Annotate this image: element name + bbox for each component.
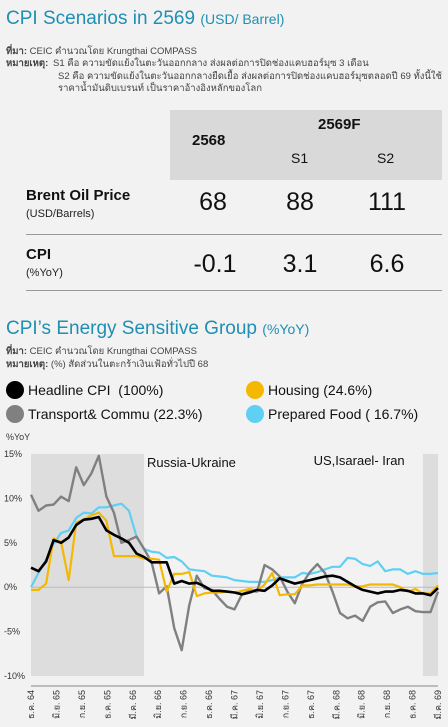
y-tick-label: -10% — [4, 671, 25, 681]
cell-cpi-s1: 3.1 — [282, 250, 318, 278]
chart-note-label: หมายเหตุ: — [6, 359, 49, 370]
legend-housing-name: Housing — [268, 382, 320, 398]
legend-transport-weight: (22.3%) — [153, 406, 203, 422]
note-label: หมายเหตุ: — [6, 58, 49, 69]
x-tick-label: มิ.ย. 66 — [153, 690, 163, 719]
source-text: CEIC คำนวณโดย Krungthai COMPASS — [29, 46, 197, 57]
shaded-period-0 — [31, 454, 145, 676]
legend-transport-name: Transport& Commu — [28, 406, 150, 422]
source-line: ที่มา: CEIC คำนวณโดย Krungthai COMPASS — [6, 44, 197, 59]
title-text: CPI Scenarios in 2569 — [6, 8, 196, 29]
legend-swatch-housing — [246, 381, 264, 399]
legend-food-weight: ( 16.7%) — [365, 406, 419, 422]
page-title: CPI Scenarios in 2569 (USD/ Barrel) — [6, 8, 284, 30]
x-tick-label: มิ.ย. 68 — [357, 690, 367, 719]
cell-brent-s1: 88 — [286, 188, 314, 216]
col-header-2569f: 2569F — [318, 116, 361, 133]
x-tick-label: ธ.ค. 64 — [26, 690, 36, 719]
chart-title-unit: (%YoY) — [262, 321, 310, 337]
x-tick-label: มี.ค. 68 — [331, 690, 341, 719]
col-header-s1: S1 — [291, 150, 309, 166]
chart-source-line: ที่มา: CEIC คำนวณโดย Krungthai COMPASS — [6, 344, 197, 359]
table-header-bg — [170, 110, 442, 180]
table-bottom-line — [26, 290, 442, 291]
series-line-headline-cpi — [30, 515, 439, 597]
x-tick-label: มิ.ย. 67 — [255, 690, 265, 719]
x-tick-label: มี.ค. 69 — [433, 690, 443, 719]
row-sub-cpi: (%YoY) — [26, 267, 63, 279]
line-chart: 15% 10% 5% 0% -5% -10% Russia-Ukraine US,Isarae… — [4, 449, 443, 719]
annotation-us-iran: US,Isarael- Iran — [314, 453, 405, 468]
y-tick-label: 10% — [4, 493, 22, 503]
legend-swatch-headline — [6, 381, 24, 399]
x-tick-label: ธ.ค. 68 — [408, 690, 418, 719]
legend-food-name: Prepared Food — [268, 406, 362, 422]
y-tick-label: 5% — [4, 538, 17, 548]
x-tick-label: มิ.ย. 65 — [51, 690, 61, 719]
x-tick-label: ธ.ค. 66 — [204, 690, 214, 719]
col-header-s2: S2 — [377, 150, 395, 166]
annotation-russia-ukraine: Russia-Ukraine — [147, 455, 236, 470]
chart-source-label: ที่มา: — [6, 346, 28, 357]
x-tick-label: ธ.ค. 65 — [102, 690, 112, 719]
chart-note-text: (%) สัดส่วนในตะกร้าเงินเฟ้อทั่วไปปี 68 — [50, 359, 209, 370]
x-tick-label: มี.ค. 67 — [230, 690, 240, 719]
col-header-2568: 2568 — [192, 132, 226, 149]
cell-brent-2568: 68 — [199, 188, 227, 216]
x-tick-label: มี.ค. 66 — [128, 690, 138, 719]
row-label-brent: Brent Oil Price — [26, 187, 131, 204]
note-line-1: S1 คือ ความขัดแย้งในตะวันออกกลาง ส่งผลต่… — [53, 58, 369, 69]
chart-source-text: CEIC คำนวณโดย Krungthai COMPASS — [29, 346, 197, 357]
legend-headline-weight: (100%) — [118, 382, 164, 398]
series-line-transport-commu — [29, 454, 440, 652]
legend-swatch-food — [246, 405, 264, 423]
row-label-cpi: CPI — [26, 246, 52, 263]
source-label: ที่มา: — [6, 46, 28, 57]
series-line-prepared-food — [30, 502, 439, 588]
cell-brent-s2: 111 — [367, 188, 407, 216]
x-tick-label: ก.ย. 65 — [77, 690, 87, 718]
x-tick-label: ก.ย. 66 — [179, 690, 189, 718]
note-block: หมายเหตุ: S1 คือ ความขัดแย้งในตะวันออกกล… — [6, 58, 442, 96]
table-divider — [26, 234, 442, 235]
y-tick-label: -5% — [4, 627, 20, 637]
y-axis-unit: %YoY — [6, 432, 31, 442]
x-tick-label: ก.ย. 68 — [382, 690, 392, 718]
title-unit: (USD/ Barrel) — [200, 11, 285, 27]
y-tick-label: 0% — [4, 582, 17, 592]
chart-title-text: CPI’s Energy Sensitive Group — [6, 318, 257, 339]
shaded-period-1 — [422, 454, 438, 676]
x-tick-label: ก.ย. 67 — [280, 690, 290, 718]
legend-headline-name: Headline CPI — [28, 382, 111, 398]
legend-swatch-transport — [6, 405, 24, 423]
cell-cpi-s2: 6.6 — [369, 250, 405, 278]
x-tick-label: ธ.ค. 67 — [306, 690, 316, 719]
legend-headline: Headline CPI (100%) — [28, 382, 163, 398]
note-line-2: S2 คือ ความขัดแย้งในตะวันออกกลางยืดเยื้อ… — [58, 70, 443, 95]
y-tick-label: 15% — [4, 449, 22, 459]
cell-cpi-2568: -0.1 — [193, 250, 237, 278]
row-sub-brent: (USD/Barrels) — [26, 208, 95, 220]
chart-title: CPI’s Energy Sensitive Group (%YoY) — [6, 318, 309, 340]
legend-housing: Housing (24.6%) — [268, 382, 372, 398]
legend-transport: Transport& Commu (22.3%) — [28, 406, 203, 422]
legend-housing-weight: (24.6%) — [323, 382, 373, 398]
legend-food: Prepared Food ( 16.7%) — [268, 406, 418, 422]
chart-note-line: หมายเหตุ: (%) สัดส่วนในตะกร้าเงินเฟ้อทั่… — [6, 357, 208, 372]
